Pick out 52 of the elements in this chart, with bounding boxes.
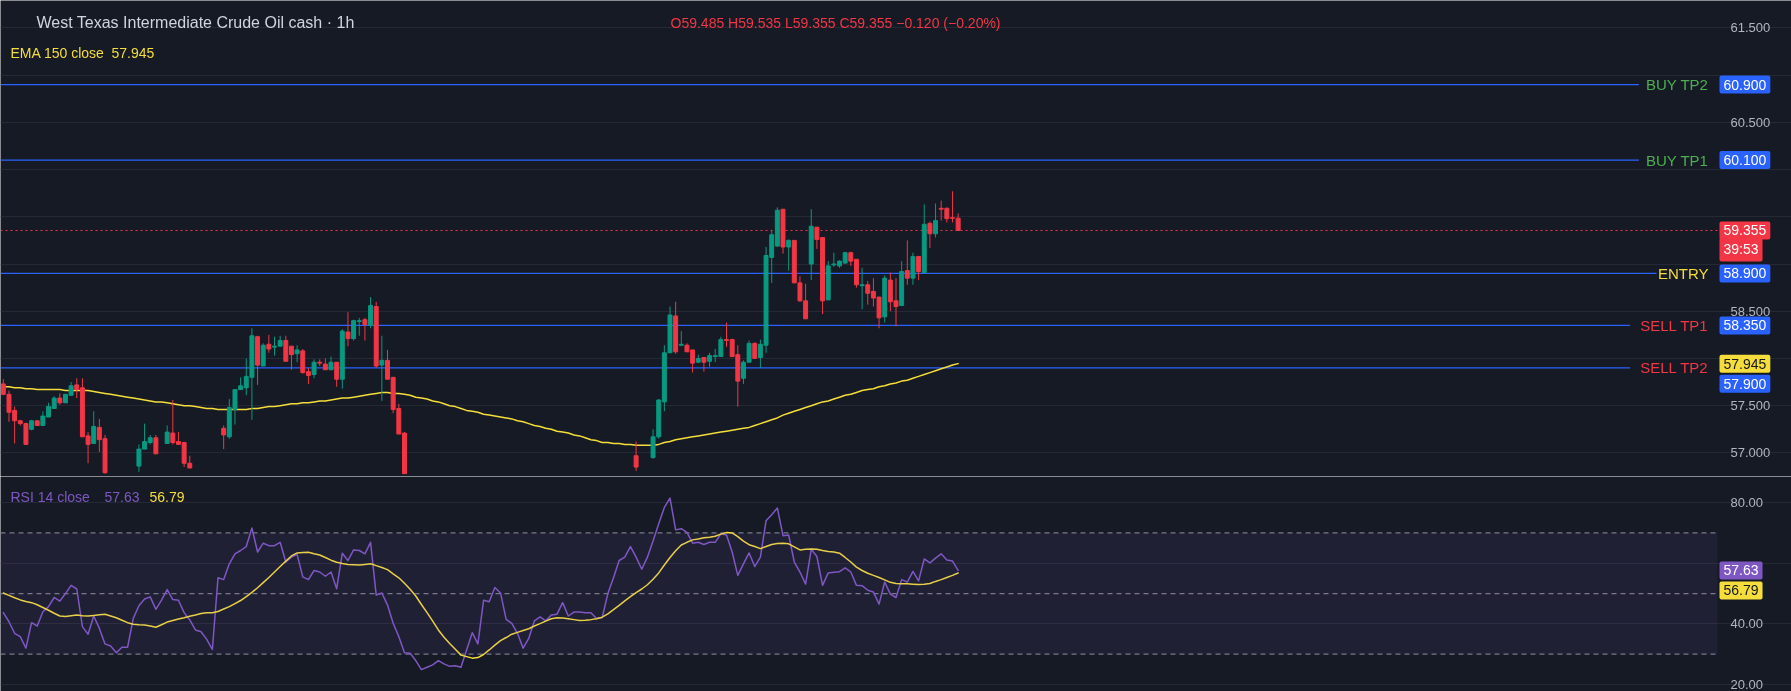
y-tick-label: 80.00 [1730, 495, 1764, 511]
annotation: 60.100 [1723, 152, 1767, 169]
candlestick [859, 267, 865, 310]
annotation: 60.900 [1723, 76, 1767, 93]
ref-line-label: BUY TP1 [1645, 151, 1708, 169]
candlestick [91, 410, 97, 444]
annotation: 58.900 [1723, 265, 1767, 282]
candlestick [916, 255, 922, 281]
candlestick [368, 296, 374, 329]
y-tick-label: 58.500 [1730, 303, 1771, 319]
y-tick-label: 61.500 [1730, 20, 1771, 36]
annotation: 57.900 [1723, 375, 1767, 392]
y-tick-label: 60.500 [1730, 114, 1771, 130]
ref-line-label: SELL TP1 [1640, 316, 1708, 334]
candlestick [786, 238, 792, 272]
candlestick [266, 334, 272, 354]
candlestick [633, 441, 639, 472]
candlestick [933, 203, 939, 239]
line-series [2, 531, 959, 659]
annotation: 58.350 [1723, 317, 1767, 334]
text: 56.79 [149, 488, 185, 505]
y-tick-label: 57.000 [1730, 445, 1771, 461]
candlestick [334, 361, 340, 388]
annotation: 57.945 [1723, 355, 1767, 372]
annotation: O59.485 H59.535 L59.355 C59.355 −0.120 (−0.20%) [670, 14, 1001, 31]
annotation: 57.63 [1723, 562, 1759, 579]
candlestick [701, 357, 707, 373]
annotation: 56.79 [1723, 582, 1759, 599]
candlestick [345, 311, 351, 347]
candlestick [927, 221, 933, 249]
text: RSI 14 close [10, 488, 91, 505]
annotation: 39:53 [1723, 241, 1759, 258]
candlestick [379, 335, 385, 402]
candlestick [294, 344, 300, 363]
ref-line-label: 59.355 [1723, 222, 1767, 239]
candlestick [904, 239, 910, 286]
y-tick-label: 20.00 [1730, 677, 1764, 691]
candlestick [153, 434, 159, 455]
candlestick [362, 317, 368, 341]
text: EMA 150 close [10, 44, 105, 61]
ref-line-label: BUY TP2 [1645, 76, 1708, 94]
text: West Texas Intermediate Crude Oil cash · 1h [36, 14, 355, 31]
candlestick [311, 358, 317, 379]
candlestick [221, 425, 227, 450]
text: 57.63 [104, 488, 140, 505]
y-tick-label: 57.500 [1730, 398, 1771, 414]
y-tick-label: 40.00 [1730, 616, 1764, 632]
text: 57.945 [111, 44, 155, 61]
candlestick [910, 252, 916, 286]
ref-line-label: ENTRY [1657, 264, 1709, 282]
ref-line-label: SELL TP2 [1640, 359, 1708, 377]
candlestick [260, 342, 266, 367]
